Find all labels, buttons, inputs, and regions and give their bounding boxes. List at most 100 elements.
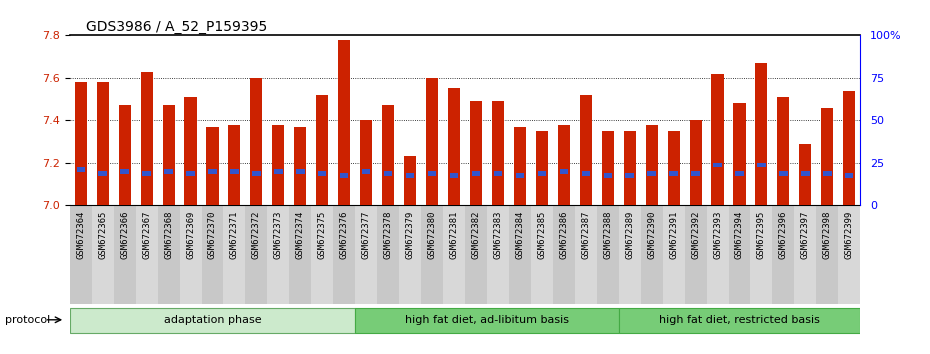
Bar	[757, 162, 765, 167]
Bar	[794, 205, 817, 304]
Text: GSM672391: GSM672391	[669, 210, 678, 259]
Bar	[602, 131, 614, 205]
Text: GSM672383: GSM672383	[494, 210, 502, 259]
Bar	[581, 171, 590, 176]
Bar	[119, 105, 131, 205]
Bar	[223, 205, 246, 304]
Bar	[514, 127, 526, 205]
Bar	[713, 162, 722, 167]
Text: high fat diet, restricted basis: high fat diet, restricted basis	[659, 315, 820, 325]
Bar	[492, 101, 504, 205]
Bar	[404, 156, 416, 205]
Bar	[777, 97, 790, 205]
Bar	[382, 105, 394, 205]
Bar	[515, 173, 525, 178]
Bar	[465, 205, 487, 304]
Bar	[823, 171, 831, 176]
Bar	[450, 173, 458, 178]
Text: GSM672378: GSM672378	[384, 210, 392, 259]
Text: GSM672390: GSM672390	[647, 210, 657, 259]
Bar	[186, 171, 194, 176]
Text: GSM672386: GSM672386	[559, 210, 568, 259]
Bar	[165, 169, 173, 174]
Bar	[618, 308, 860, 333]
Text: GSM672394: GSM672394	[735, 210, 744, 259]
Bar	[289, 205, 312, 304]
Bar	[536, 131, 548, 205]
Text: GSM672398: GSM672398	[823, 210, 831, 259]
Text: GSM672372: GSM672372	[252, 210, 261, 259]
Bar	[272, 125, 285, 205]
Text: GSM672399: GSM672399	[844, 210, 854, 259]
Bar	[246, 205, 267, 304]
Bar	[157, 205, 179, 304]
Bar	[773, 205, 794, 304]
Text: GSM672395: GSM672395	[757, 210, 766, 259]
Bar	[339, 40, 351, 205]
Text: GSM672371: GSM672371	[230, 210, 239, 259]
Bar	[318, 171, 326, 176]
Text: GSM672367: GSM672367	[142, 210, 151, 259]
Bar	[575, 205, 597, 304]
Bar	[274, 169, 283, 174]
Bar	[487, 205, 509, 304]
Bar	[689, 120, 701, 205]
Text: GSM672373: GSM672373	[273, 210, 283, 259]
Bar	[120, 169, 129, 174]
Text: GSM672379: GSM672379	[405, 210, 415, 259]
Bar	[399, 205, 421, 304]
Bar	[378, 205, 399, 304]
Bar	[76, 167, 85, 172]
Bar	[647, 171, 656, 176]
Text: GSM672382: GSM672382	[472, 210, 481, 259]
Bar	[231, 169, 239, 174]
Text: GSM672384: GSM672384	[515, 210, 525, 259]
Text: GSM672388: GSM672388	[604, 210, 612, 259]
Bar	[333, 205, 355, 304]
Bar	[428, 171, 436, 176]
Text: GSM672369: GSM672369	[186, 210, 195, 259]
Text: GSM672365: GSM672365	[99, 210, 107, 259]
Bar	[844, 91, 856, 205]
Bar	[229, 125, 241, 205]
Bar	[142, 171, 151, 176]
Bar	[421, 205, 443, 304]
Bar	[552, 205, 575, 304]
Bar	[711, 74, 724, 205]
Bar	[707, 205, 728, 304]
Bar	[604, 173, 612, 178]
Text: protocol: protocol	[5, 315, 50, 325]
Text: GSM672368: GSM672368	[164, 210, 173, 259]
Text: GSM672392: GSM672392	[691, 210, 700, 259]
Bar	[443, 205, 465, 304]
Text: GSM672370: GSM672370	[208, 210, 217, 259]
Bar	[494, 171, 502, 176]
Bar	[641, 205, 662, 304]
Bar	[668, 131, 680, 205]
Text: GSM672381: GSM672381	[449, 210, 458, 259]
Bar	[531, 205, 552, 304]
Text: GSM672389: GSM672389	[625, 210, 634, 259]
Bar	[355, 205, 378, 304]
Bar	[360, 120, 372, 205]
Text: GSM672380: GSM672380	[428, 210, 436, 259]
Text: GSM672385: GSM672385	[538, 210, 546, 259]
Bar	[799, 144, 811, 205]
Bar	[250, 78, 262, 205]
Text: GSM672377: GSM672377	[362, 210, 371, 259]
Text: GSM672374: GSM672374	[296, 210, 305, 259]
Bar	[670, 171, 678, 176]
Bar	[312, 205, 333, 304]
Bar	[136, 205, 157, 304]
Text: GSM672375: GSM672375	[318, 210, 326, 259]
Bar	[405, 173, 415, 178]
Bar	[845, 173, 854, 178]
Bar	[267, 205, 289, 304]
Bar	[206, 127, 219, 205]
Text: high fat diet, ad-libitum basis: high fat diet, ad-libitum basis	[405, 315, 569, 325]
Bar	[624, 131, 636, 205]
Bar	[113, 205, 136, 304]
Bar	[538, 171, 546, 176]
Bar	[751, 205, 773, 304]
Bar	[140, 72, 153, 205]
